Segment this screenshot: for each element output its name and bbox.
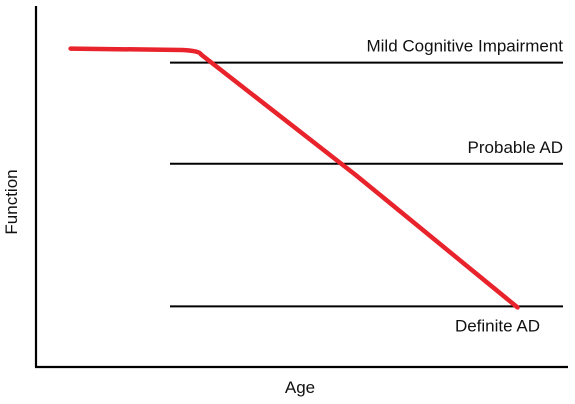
series-layer: [68, 46, 520, 310]
threshold-label: Mild Cognitive Impairment: [366, 37, 563, 56]
threshold-label: Definite AD: [455, 316, 540, 335]
threshold-label: Probable AD: [468, 138, 563, 157]
plot-area: Mild Cognitive Impairment Probable AD Defi…: [34, 6, 568, 369]
y-axis-label: Function: [2, 169, 21, 234]
function-decline-line: [68, 46, 520, 310]
x-axis-label: Age: [285, 378, 315, 397]
threshold-lines: Mild Cognitive Impairment Probable AD Defi…: [170, 37, 563, 335]
